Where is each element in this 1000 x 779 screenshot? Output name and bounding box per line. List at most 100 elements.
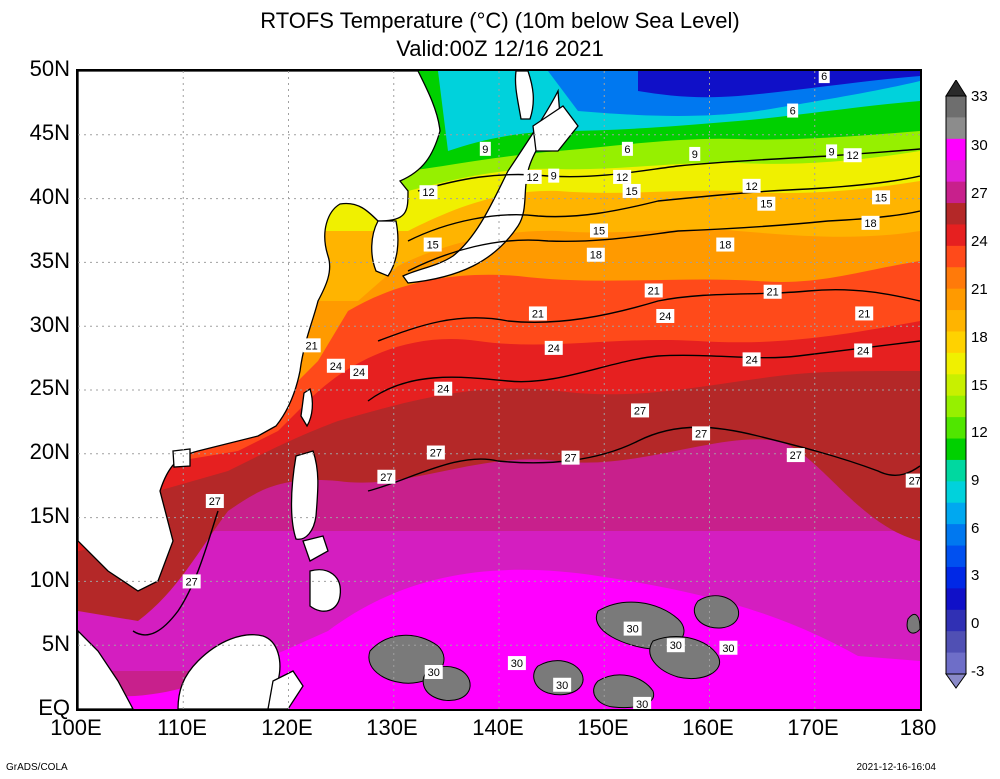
contour-label: 18 xyxy=(861,215,880,230)
contour-label-box xyxy=(786,448,805,463)
lon-tick: 100E xyxy=(50,715,102,740)
contour-label-box xyxy=(855,306,874,321)
map-area: 6 6 6 9 9 12 9 9 12 12 12 15 12 15 15 15 18 18 18 15 21 21 21 2… xyxy=(76,69,922,711)
contour-label-text: 21 xyxy=(532,308,544,320)
contour-label: 18 xyxy=(586,247,605,262)
contour-label-text: 30 xyxy=(556,680,568,692)
contour-label: 21 xyxy=(302,338,321,353)
contour-label-text: 15 xyxy=(427,240,439,252)
contour-label-text: 15 xyxy=(625,186,637,198)
lon-tick: 170E xyxy=(787,715,839,740)
contour-label-text: 9 xyxy=(692,149,698,161)
contour-label: 12 xyxy=(843,148,862,163)
contour-label: 27 xyxy=(205,494,224,509)
contour-label-text: 30 xyxy=(722,643,734,655)
contour-label-text: 24 xyxy=(353,367,365,379)
contour-label: 27 xyxy=(561,450,580,465)
land-borneo xyxy=(177,634,281,709)
contour-label-text: 27 xyxy=(380,472,392,484)
contour-label-box xyxy=(302,338,321,353)
contour-label-text: 18 xyxy=(864,218,876,230)
contour-label-box xyxy=(553,677,572,692)
contour-label-text: 6 xyxy=(821,71,827,83)
map-title: RTOFS Temperature (°C) (10m below Sea Le… xyxy=(260,8,740,33)
lat-tick: 30N xyxy=(29,312,70,337)
contour-label-box xyxy=(826,144,838,159)
contour-label-text: 24 xyxy=(548,343,560,355)
contour-label: 24 xyxy=(326,358,345,373)
lon-tick: 140E xyxy=(472,715,524,740)
contour-label-box xyxy=(757,196,776,211)
colorbar-label: -3 xyxy=(971,663,985,680)
colorbar-label: 3 xyxy=(971,567,980,584)
contour-label: 18 xyxy=(716,237,735,252)
contour-label-text: 12 xyxy=(616,172,628,184)
contour-label: 27 xyxy=(786,448,805,463)
contour-label-text: 12 xyxy=(527,172,539,184)
map-valid-time: Valid:00Z 12/16 2021 xyxy=(396,36,604,61)
contour-label-text: 12 xyxy=(745,181,757,193)
contour-15 xyxy=(407,175,920,242)
contour-label-text: 30 xyxy=(627,624,639,636)
colorbar-label: 21 xyxy=(971,281,988,298)
colorbar-segment xyxy=(946,631,966,654)
contour-label-text: 9 xyxy=(829,146,835,158)
contour-label-box xyxy=(182,574,201,589)
contour-label: 30 xyxy=(633,696,652,709)
colorbar-segment xyxy=(946,438,966,461)
contour-label: 15 xyxy=(622,183,641,198)
contour-label: 15 xyxy=(872,190,891,205)
contour-label-box xyxy=(666,638,685,653)
contour-label: 15 xyxy=(589,223,608,238)
contour-label: 24 xyxy=(854,343,873,358)
contour-label-text: 12 xyxy=(847,150,859,162)
contour-label: 27 xyxy=(182,574,201,589)
lon-tick: 110E xyxy=(157,715,207,740)
contour-label: 21 xyxy=(763,284,782,299)
lat-tick: 45N xyxy=(29,120,70,145)
contour-label-text: 27 xyxy=(186,576,198,588)
contour-label: 12 xyxy=(419,185,438,200)
colorbar-label: 33 xyxy=(971,88,988,105)
contour-label-box xyxy=(419,185,438,200)
colorbar-segment xyxy=(946,245,966,268)
contour-label-box xyxy=(426,445,445,460)
contour-label-text: 15 xyxy=(875,192,887,204)
contour-label-box xyxy=(621,141,633,156)
contour-label-box xyxy=(905,473,920,488)
contour-label: 12 xyxy=(523,169,542,184)
colorbar-segment xyxy=(946,96,966,118)
colorbar-label: 6 xyxy=(971,520,980,537)
colorbar-segment xyxy=(946,203,966,225)
contour-label-box xyxy=(326,358,345,373)
colorbar-label: 12 xyxy=(971,424,988,441)
colorbar xyxy=(945,80,967,689)
contour-label-box xyxy=(424,664,443,679)
colorbar-segment xyxy=(946,117,966,140)
contour-label: 21 xyxy=(528,306,547,321)
lat-tick: 25N xyxy=(29,375,70,400)
contour-label: 24 xyxy=(742,352,761,367)
contour-label-text: 27 xyxy=(209,496,221,508)
contour-label-box xyxy=(854,343,873,358)
contour-label-text: 24 xyxy=(330,361,342,373)
contour-label-box xyxy=(843,148,862,163)
contour-label: 6 xyxy=(787,103,799,118)
contour-label-box xyxy=(523,169,542,184)
contour-label: 21 xyxy=(644,283,663,298)
colorbar-segment xyxy=(946,459,966,482)
colorbar-segment xyxy=(946,310,966,332)
contour-27 xyxy=(367,426,920,492)
colorbar-segment xyxy=(946,588,966,611)
contour-label-box xyxy=(377,469,396,484)
contour-label-text: 27 xyxy=(695,428,707,440)
contour-label: 24 xyxy=(656,308,675,323)
contour-label-box xyxy=(423,237,442,252)
contour-label-box xyxy=(861,215,880,230)
colorbar-segment xyxy=(946,160,966,183)
contour-label-box xyxy=(787,103,799,118)
contour-label-text: 24 xyxy=(437,384,449,396)
land-hainan xyxy=(172,448,191,468)
contour-label-box xyxy=(689,146,701,161)
colorbar-label: 27 xyxy=(971,185,988,202)
